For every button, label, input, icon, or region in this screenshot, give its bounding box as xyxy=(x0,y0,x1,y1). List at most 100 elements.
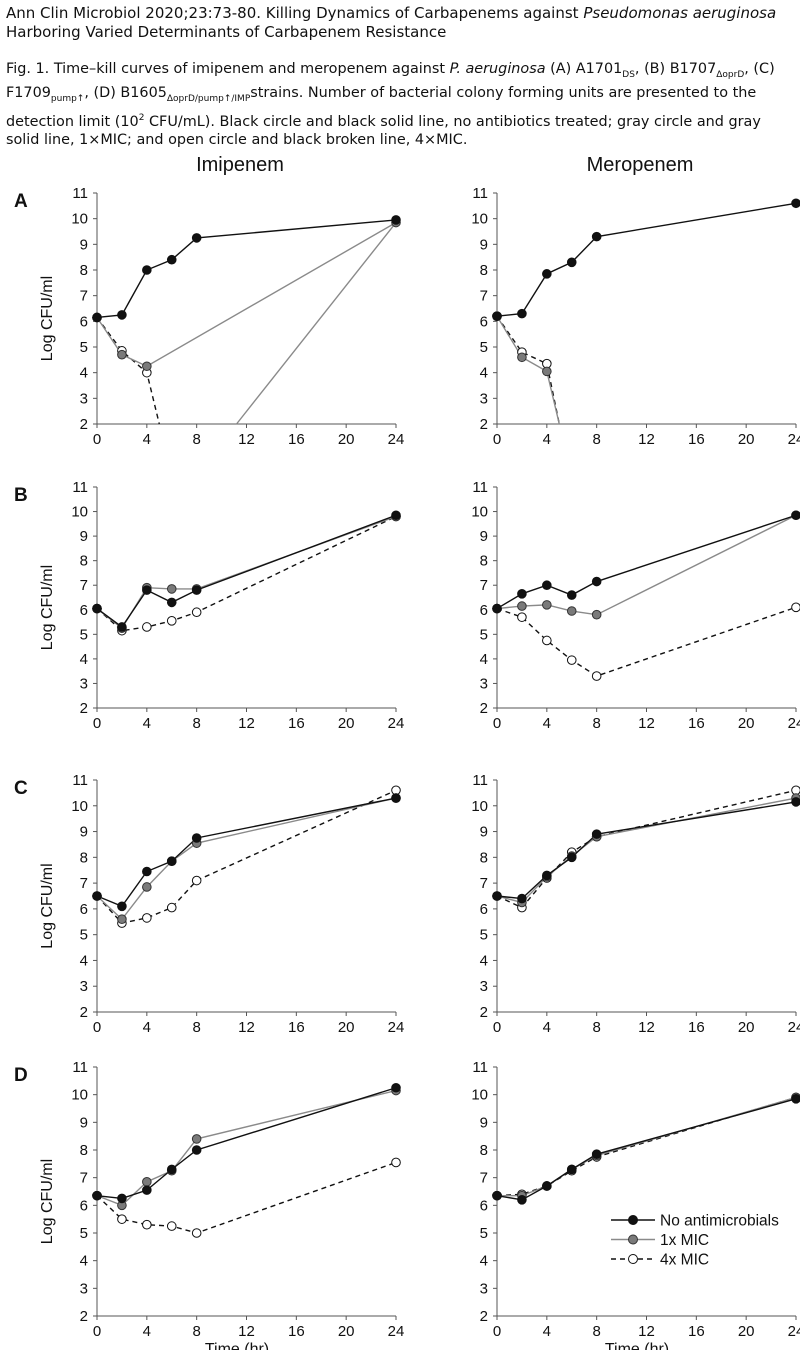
y-tick-label: 11 xyxy=(72,772,88,789)
x-tick-label: 12 xyxy=(638,431,655,448)
y-axis-label: Log CFU/ml xyxy=(39,276,56,361)
series-line xyxy=(496,202,797,317)
series-line xyxy=(96,515,397,632)
y-tick-label: 10 xyxy=(471,211,488,228)
data-point xyxy=(142,622,152,632)
legend-marker xyxy=(628,1234,638,1245)
y-tick-label: 2 xyxy=(480,1308,488,1325)
data-point xyxy=(142,1177,152,1187)
y-tick-label: 6 xyxy=(480,1197,488,1214)
panel-label-c: C xyxy=(14,778,28,799)
plot-area xyxy=(492,510,800,681)
citation-text: Ann Clin Microbiol 2020;23:73-80. Killin… xyxy=(6,4,584,22)
series-line xyxy=(496,315,560,425)
data-point xyxy=(92,1190,102,1201)
data-point xyxy=(542,600,552,610)
x-tick-label: 8 xyxy=(592,431,600,448)
y-tick-label: 10 xyxy=(71,504,88,521)
y-tick-label: 3 xyxy=(80,675,88,692)
data-point xyxy=(142,882,152,892)
plot-area xyxy=(492,1092,800,1205)
x-tick-label: 0 xyxy=(493,1019,501,1036)
x-tick-label: 16 xyxy=(688,431,705,448)
data-point xyxy=(92,603,102,614)
data-point xyxy=(492,891,502,901)
caption-part5: , (D) B1605 xyxy=(84,85,167,102)
y-tick-label: 4 xyxy=(480,952,488,969)
plot-area xyxy=(92,1082,401,1238)
y-tick-label: 4 xyxy=(480,651,488,668)
data-point xyxy=(92,312,102,323)
data-point xyxy=(191,833,202,843)
data-point xyxy=(117,310,127,320)
x-tick-label: 0 xyxy=(93,1323,101,1340)
y-tick-label: 6 xyxy=(80,901,88,918)
caption-sup: 2 xyxy=(138,112,145,123)
chart-panel-a-meropenem: 2 3 4 5 6 7 8 9 10 11 0 4 8 12 16 20 24 Meropenem xyxy=(471,154,800,448)
data-point xyxy=(191,1145,202,1155)
y-tick-label: 5 xyxy=(480,339,488,356)
data-point xyxy=(142,1185,152,1195)
series-line xyxy=(496,797,797,904)
x-tick-label: 24 xyxy=(388,1019,405,1036)
data-point xyxy=(166,616,177,626)
y-tick-label: 10 xyxy=(471,504,488,521)
chart-panel-b-meropenem: 2 3 4 5 6 7 8 9 10 11 0 4 8 12 16 20 24 xyxy=(471,479,800,732)
data-point xyxy=(166,597,177,608)
data-point xyxy=(492,1190,502,1201)
x-tick-label: 24 xyxy=(788,431,800,448)
data-point xyxy=(142,1219,152,1230)
y-tick-label: 9 xyxy=(80,528,88,545)
column-title: Imipenem xyxy=(196,154,284,176)
y-tick-label: 8 xyxy=(480,849,488,866)
x-tick-label: 16 xyxy=(288,431,305,448)
data-point xyxy=(591,576,602,587)
x-tick-label: 12 xyxy=(238,1019,255,1036)
data-point xyxy=(391,510,401,521)
x-tick-label: 16 xyxy=(288,715,305,732)
x-axis-label: Time (hr) xyxy=(205,1341,269,1350)
y-tick-label: 9 xyxy=(80,1114,88,1131)
y-tick-label: 10 xyxy=(71,211,88,228)
data-point xyxy=(191,875,202,886)
data-point xyxy=(92,891,102,901)
data-point xyxy=(542,1181,552,1191)
chart-panel-c-meropenem: 2 3 4 5 6 7 8 9 10 11 0 4 8 12 16 20 24 xyxy=(471,772,800,1036)
x-tick-label: 12 xyxy=(638,715,655,732)
y-tick-label: 10 xyxy=(471,1087,488,1104)
x-tick-label: 24 xyxy=(388,1323,405,1340)
data-point xyxy=(517,893,527,904)
x-tick-label: 8 xyxy=(192,1019,200,1036)
series-line xyxy=(496,606,797,677)
data-point xyxy=(142,585,152,595)
x-tick-label: 16 xyxy=(288,1019,305,1036)
caption-part2: (A) A1701 xyxy=(545,61,623,77)
series-line xyxy=(96,1161,397,1234)
y-tick-label: 8 xyxy=(80,849,88,866)
x-tick-label: 20 xyxy=(738,1019,755,1036)
chart-panel-b-imipenem: 2 3 4 5 6 7 8 9 10 11 0 4 8 12 16 20 24 B Log CFU/ml xyxy=(14,479,404,732)
series-line xyxy=(96,797,397,908)
x-tick-label: 4 xyxy=(143,715,151,732)
y-tick-label: 9 xyxy=(480,528,488,545)
y-tick-label: 7 xyxy=(480,1170,488,1187)
data-point xyxy=(542,269,552,279)
x-tick-label: 24 xyxy=(788,1323,800,1340)
x-tick-label: 4 xyxy=(143,1019,151,1036)
y-tick-label: 2 xyxy=(480,1004,488,1021)
citation-line: Ann Clin Microbiol 2020;23:73-80. Killin… xyxy=(6,4,796,23)
caption-sub-c: pump↑ xyxy=(50,94,85,105)
y-tick-label: 4 xyxy=(480,365,488,382)
data-point xyxy=(166,254,177,265)
y-tick-label: 9 xyxy=(480,1114,488,1131)
y-tick-label: 2 xyxy=(80,416,88,433)
x-tick-label: 0 xyxy=(493,1323,501,1340)
x-tick-label: 12 xyxy=(638,1323,655,1340)
panel-label-a: A xyxy=(14,191,28,212)
x-tick-label: 20 xyxy=(338,1323,355,1340)
y-tick-label: 10 xyxy=(471,798,488,815)
y-axis-label: Log CFU/ml xyxy=(39,863,56,948)
x-tick-label: 0 xyxy=(493,715,501,732)
series-line xyxy=(496,514,797,610)
